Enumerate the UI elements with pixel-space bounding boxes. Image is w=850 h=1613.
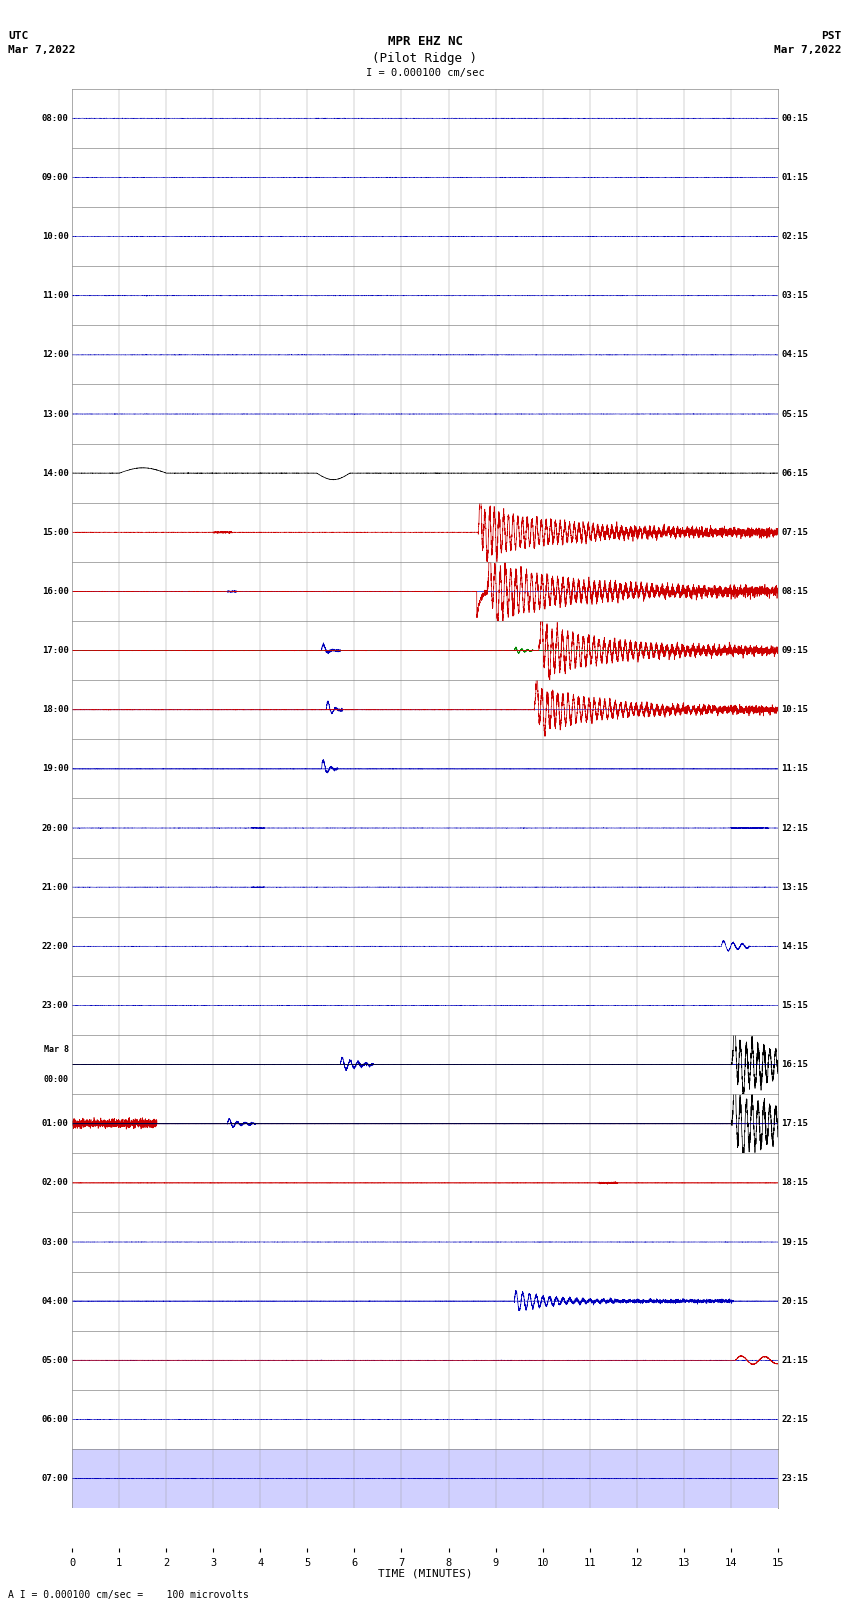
Text: 20:00: 20:00: [42, 824, 69, 832]
Text: 03:00: 03:00: [42, 1237, 69, 1247]
Text: 16:00: 16:00: [42, 587, 69, 595]
Text: 11:00: 11:00: [42, 292, 69, 300]
Text: 07:00: 07:00: [42, 1474, 69, 1482]
Text: 06:00: 06:00: [42, 1415, 69, 1424]
Text: 19:00: 19:00: [42, 765, 69, 773]
Text: 14:15: 14:15: [781, 942, 808, 950]
Text: 09:15: 09:15: [781, 647, 808, 655]
Text: 08:15: 08:15: [781, 587, 808, 595]
Text: 10:00: 10:00: [42, 232, 69, 240]
Text: 12:15: 12:15: [781, 824, 808, 832]
Text: 10:15: 10:15: [781, 705, 808, 715]
Text: 23:15: 23:15: [781, 1474, 808, 1482]
Text: I = 0.000100 cm/sec: I = 0.000100 cm/sec: [366, 68, 484, 77]
Text: 14:00: 14:00: [42, 469, 69, 477]
Text: 15:00: 15:00: [42, 527, 69, 537]
Text: 15:15: 15:15: [781, 1002, 808, 1010]
Text: 02:00: 02:00: [42, 1179, 69, 1187]
Text: Mar 7,2022: Mar 7,2022: [8, 45, 76, 55]
Text: 05:15: 05:15: [781, 410, 808, 418]
Text: A I = 0.000100 cm/sec =    100 microvolts: A I = 0.000100 cm/sec = 100 microvolts: [8, 1590, 249, 1600]
Text: 20:15: 20:15: [781, 1297, 808, 1305]
Text: 18:00: 18:00: [42, 705, 69, 715]
Text: 01:15: 01:15: [781, 173, 808, 182]
Text: 12:00: 12:00: [42, 350, 69, 360]
Text: 00:00: 00:00: [43, 1074, 69, 1084]
Text: 05:00: 05:00: [42, 1357, 69, 1365]
Text: Mar 7,2022: Mar 7,2022: [774, 45, 842, 55]
Text: 07:15: 07:15: [781, 527, 808, 537]
Text: 18:15: 18:15: [781, 1179, 808, 1187]
Text: 17:15: 17:15: [781, 1119, 808, 1127]
Text: 03:15: 03:15: [781, 292, 808, 300]
Text: MPR EHZ NC: MPR EHZ NC: [388, 35, 462, 48]
Text: 09:00: 09:00: [42, 173, 69, 182]
Text: Mar 8: Mar 8: [43, 1045, 69, 1055]
Text: 02:15: 02:15: [781, 232, 808, 240]
X-axis label: TIME (MINUTES): TIME (MINUTES): [377, 1569, 473, 1579]
Text: 19:15: 19:15: [781, 1237, 808, 1247]
Text: 08:00: 08:00: [42, 115, 69, 123]
Text: 17:00: 17:00: [42, 647, 69, 655]
Text: PST: PST: [821, 31, 842, 40]
Text: 11:15: 11:15: [781, 765, 808, 773]
Text: 06:15: 06:15: [781, 469, 808, 477]
Text: 13:15: 13:15: [781, 882, 808, 892]
Text: 21:00: 21:00: [42, 882, 69, 892]
Text: UTC: UTC: [8, 31, 29, 40]
Text: 04:00: 04:00: [42, 1297, 69, 1305]
Text: 04:15: 04:15: [781, 350, 808, 360]
Text: 13:00: 13:00: [42, 410, 69, 418]
Text: 01:00: 01:00: [42, 1119, 69, 1127]
Text: 22:15: 22:15: [781, 1415, 808, 1424]
Text: 16:15: 16:15: [781, 1060, 808, 1069]
Text: 23:00: 23:00: [42, 1002, 69, 1010]
Text: 21:15: 21:15: [781, 1357, 808, 1365]
Text: 00:15: 00:15: [781, 115, 808, 123]
Text: (Pilot Ridge ): (Pilot Ridge ): [372, 52, 478, 65]
Text: 22:00: 22:00: [42, 942, 69, 950]
